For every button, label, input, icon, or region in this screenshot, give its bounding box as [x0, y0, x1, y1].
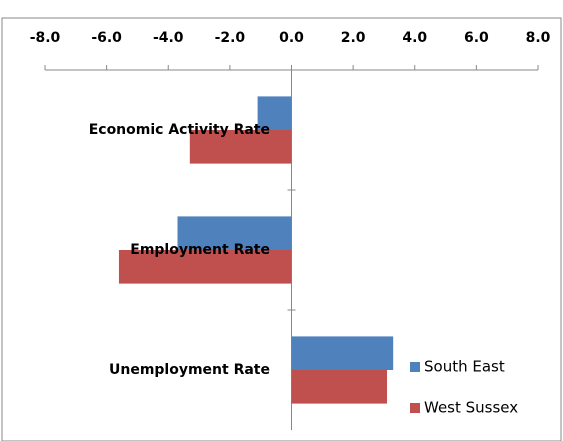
x-tick-label: -4.0: [153, 30, 184, 46]
x-tick-label: 6.0: [464, 30, 489, 46]
bar: [257, 96, 292, 130]
x-tick-label: -2.0: [215, 30, 246, 46]
legend-swatch: [410, 403, 420, 413]
x-tick-label: -8.0: [30, 30, 61, 46]
legend-label: West Sussex: [424, 399, 518, 417]
bar: [177, 216, 292, 250]
y-tick-label: Employment Rate: [130, 242, 270, 258]
bar: [118, 250, 292, 284]
legend-swatch: [410, 362, 420, 372]
x-tick-label: 8.0: [526, 30, 551, 46]
bar: [291, 336, 394, 370]
bar: [189, 130, 292, 164]
bar: [291, 370, 388, 404]
x-tick-label: 0.0: [279, 30, 304, 46]
chart-frame: [1, 17, 562, 441]
y-tick-label: Unemployment Rate: [109, 362, 270, 378]
x-tick-label: 4.0: [402, 30, 427, 46]
y-tick-label: Economic Activity Rate: [89, 122, 270, 138]
legend-label: South East: [424, 358, 505, 376]
x-tick-label: 2.0: [341, 30, 366, 46]
x-tick-label: -6.0: [91, 30, 122, 46]
